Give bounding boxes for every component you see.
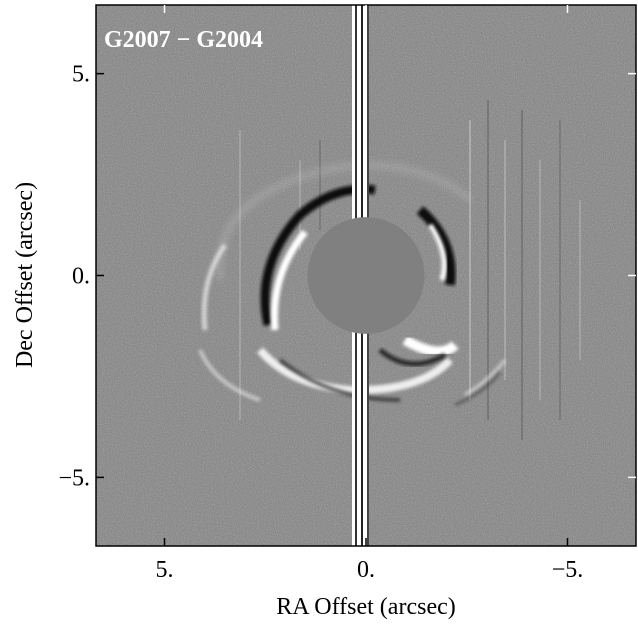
- x-tick-label: −5.: [552, 557, 584, 583]
- y-ticks: 5. 0. −5.: [58, 62, 636, 491]
- y-tick-label: 0.: [72, 264, 90, 290]
- panel-label: G2007 − G2004: [104, 27, 263, 53]
- x-tick-label: 0.: [357, 557, 375, 583]
- plot-area: [96, 5, 636, 546]
- y-axis-label: Dec Offset (arcsec): [12, 182, 38, 368]
- disk-structure: [198, 163, 507, 407]
- x-tick-label: 5.: [156, 557, 174, 583]
- x-axis-label: RA Offset (arcsec): [276, 594, 455, 620]
- y-tick-label: 5.: [72, 62, 90, 88]
- y-tick-label: −5.: [58, 465, 90, 491]
- occulting-mask: [307, 217, 425, 334]
- x-ticks: 5. 0. −5.: [156, 5, 584, 583]
